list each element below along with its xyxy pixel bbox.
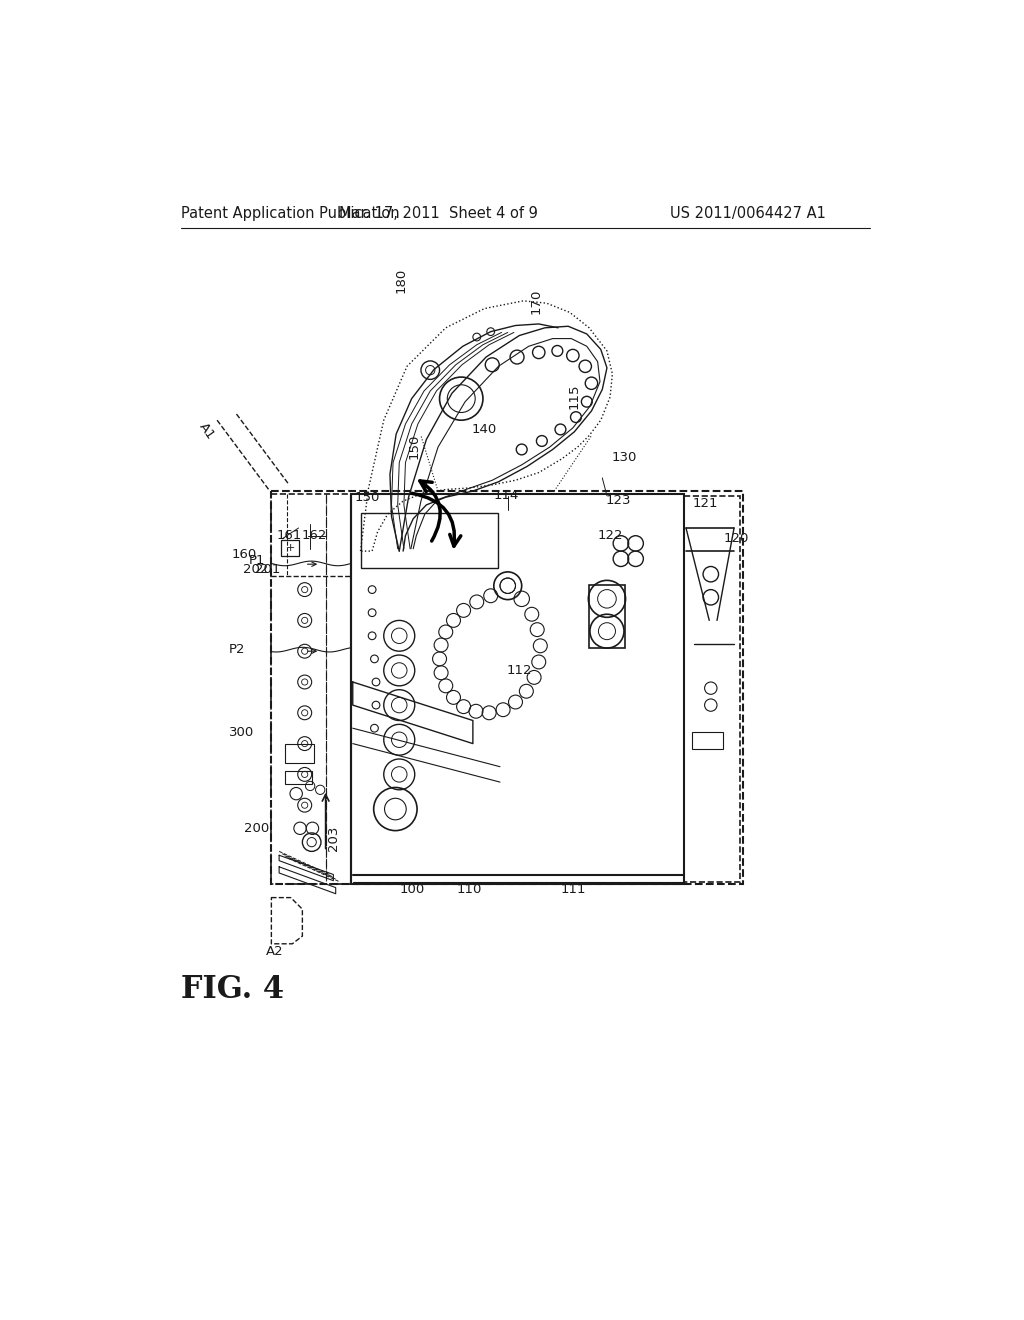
Text: 140: 140 — [471, 422, 497, 436]
Text: 161: 161 — [276, 529, 302, 543]
Bar — [692, 733, 723, 748]
Bar — [271, 491, 742, 884]
Text: 200: 200 — [245, 822, 269, 834]
Text: 300: 300 — [228, 726, 254, 739]
Text: 110: 110 — [457, 883, 482, 896]
Text: 162: 162 — [302, 529, 327, 543]
Text: 114: 114 — [494, 490, 519, 502]
Text: 203: 203 — [327, 826, 340, 851]
Text: 150: 150 — [408, 433, 421, 459]
Text: P2: P2 — [228, 643, 246, 656]
Text: Patent Application Publication: Patent Application Publication — [180, 206, 399, 222]
Text: Mar. 17, 2011  Sheet 4 of 9: Mar. 17, 2011 Sheet 4 of 9 — [339, 206, 538, 222]
Text: 112: 112 — [506, 664, 531, 677]
Bar — [282, 540, 299, 556]
Text: 130: 130 — [611, 450, 637, 463]
Bar — [360, 512, 499, 568]
Text: 123: 123 — [605, 494, 631, 507]
Bar — [285, 743, 314, 763]
Bar — [684, 496, 740, 882]
Text: A2: A2 — [266, 945, 284, 958]
Text: FIG. 4: FIG. 4 — [180, 974, 284, 1006]
Text: 100: 100 — [399, 883, 425, 896]
Text: US 2011/0064427 A1: US 2011/0064427 A1 — [671, 206, 826, 222]
Text: 120: 120 — [723, 532, 749, 545]
Text: A1: A1 — [197, 420, 217, 442]
Text: P1: P1 — [249, 554, 265, 566]
Circle shape — [302, 803, 308, 808]
Bar — [589, 585, 625, 648]
Circle shape — [302, 741, 308, 747]
Circle shape — [302, 678, 308, 685]
Circle shape — [302, 586, 308, 593]
Text: 160: 160 — [231, 548, 256, 561]
Bar — [271, 494, 351, 884]
Text: 115: 115 — [568, 384, 581, 409]
Circle shape — [302, 648, 308, 655]
Circle shape — [302, 771, 308, 777]
Text: 201: 201 — [255, 564, 281, 576]
Text: 121: 121 — [692, 496, 718, 510]
Text: +: + — [286, 543, 295, 553]
Text: 111: 111 — [560, 883, 586, 896]
Text: 202: 202 — [243, 564, 268, 576]
Bar — [351, 494, 684, 884]
Text: 170: 170 — [529, 289, 542, 314]
Text: 180: 180 — [394, 268, 408, 293]
Bar — [285, 771, 311, 784]
Text: 122: 122 — [598, 529, 624, 543]
Text: 150: 150 — [354, 491, 380, 504]
Circle shape — [302, 618, 308, 623]
Circle shape — [302, 710, 308, 715]
